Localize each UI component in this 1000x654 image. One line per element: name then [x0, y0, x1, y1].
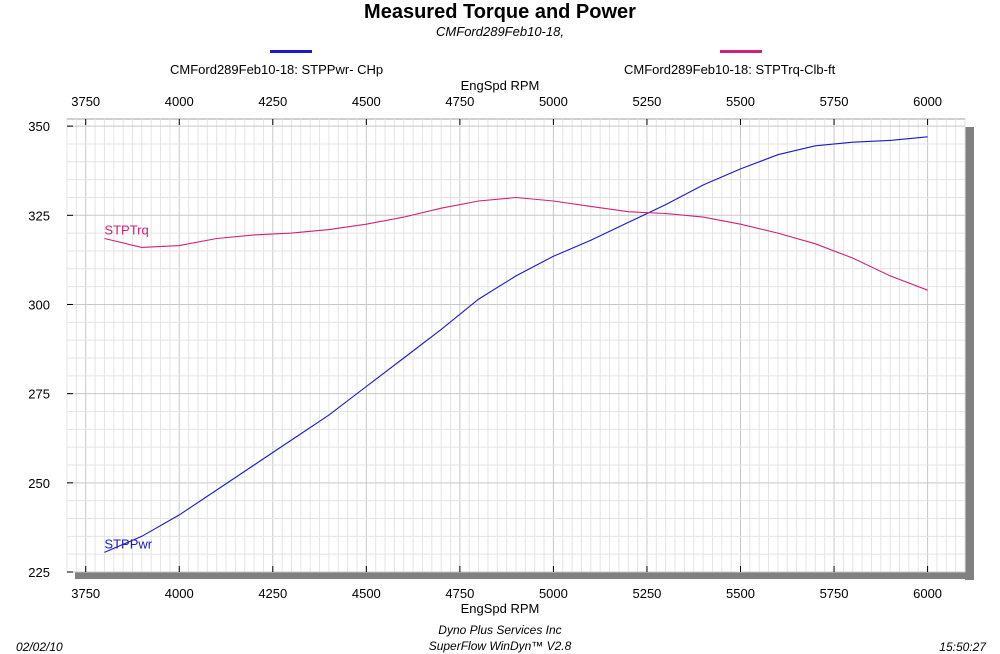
x-tick-label-bottom: 3750	[71, 586, 100, 601]
x-tick-label-bottom: 4500	[352, 586, 381, 601]
x-tick-label-bottom: 5500	[726, 586, 755, 601]
x-tick-label-top: 5500	[726, 94, 755, 109]
plot-shadow-right	[965, 127, 974, 580]
legend-swatch-power	[270, 50, 312, 53]
plot-shadow-bottom	[75, 572, 974, 579]
grid-lines	[66, 119, 966, 573]
x-tick-label-bottom: 4000	[165, 586, 194, 601]
y-tick-label: 225	[28, 565, 50, 580]
power-series-line	[104, 136, 928, 553]
x-tick-label-bottom: 4250	[258, 586, 287, 601]
x-tick-label-top: 4500	[352, 94, 381, 109]
legend-label-power: CMFord289Feb10-18: STPPwr- CHp	[170, 62, 384, 77]
footer-company: Dyno Plus Services Inc	[438, 623, 562, 637]
footer-date: 02/02/10	[16, 640, 63, 654]
x-tick-label-bottom: 5000	[539, 586, 568, 601]
legend-swatch-torque	[720, 50, 762, 53]
power-curve-label: STPPwr	[104, 536, 152, 551]
y-tick-label: 300	[28, 297, 50, 312]
x-tick-label-bottom: 5750	[820, 586, 849, 601]
x-tick-label-bottom: 6000	[913, 586, 942, 601]
x-tick-label-top: 3750	[71, 94, 100, 109]
y-tick-label: 350	[28, 119, 50, 134]
footer-software: SuperFlow WinDyn™ V2.8	[428, 639, 572, 653]
footer-time: 15:50:27	[939, 640, 986, 654]
torque-series-line	[104, 196, 928, 291]
x-tick-label-top: 5250	[632, 94, 661, 109]
plot-shadow	[75, 127, 974, 580]
y-tick-label: 275	[28, 387, 50, 402]
x-tick-label-bottom: 4750	[445, 586, 474, 601]
x-tick-label-top: 4250	[258, 94, 287, 109]
y-tick-label: 250	[28, 476, 50, 491]
x-axis-title-bottom: EngSpd RPM	[460, 601, 540, 616]
legend-label-torque: CMFord289Feb10-18: STPTrq-Clb-ft	[624, 62, 836, 77]
chart-subtitle: CMFord289Feb10-18,	[436, 24, 564, 39]
x-tick-label-top: 6000	[913, 94, 942, 109]
x-tick-label-top: 4750	[445, 94, 474, 109]
series-lines	[104, 136, 928, 553]
x-tick-label-top: 4000	[165, 94, 194, 109]
x-tick-label-top: 5750	[820, 94, 849, 109]
x-tick-label-bottom: 5250	[632, 586, 661, 601]
x-axis-title-top: EngSpd RPM	[460, 78, 540, 93]
curve-labels: STPPwr STPTrq	[104, 222, 152, 551]
y-tick-label: 325	[28, 208, 50, 223]
axis-ticks: 3750 3750 4000 4000 4250 4250 4500 4500 4750 4750…	[28, 94, 942, 601]
x-tick-label-top: 5000	[539, 94, 568, 109]
torque-curve-label: STPTrq	[104, 222, 148, 237]
chart-title: Measured Torque and Power	[364, 1, 636, 23]
